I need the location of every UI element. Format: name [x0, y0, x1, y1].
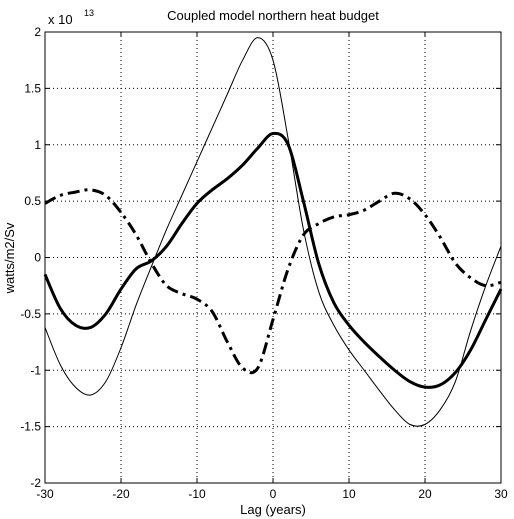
chart-title: Coupled model northern heat budget: [167, 8, 379, 23]
y-exponent: 13: [84, 8, 94, 18]
x-axis-label: Lag (years): [240, 502, 306, 517]
x-tick-label: -10: [188, 487, 206, 501]
x-tick-label: 20: [418, 487, 432, 501]
y-tick-label: -1.5: [20, 420, 41, 434]
grid-lines: [45, 32, 501, 483]
x-tick-label: -30: [36, 487, 54, 501]
x-tick-label: -20: [112, 487, 130, 501]
y-tick-label: 2: [34, 25, 41, 39]
y-tick-label: -1: [30, 363, 41, 377]
y-tick-label: 1.5: [24, 81, 41, 95]
x-tick-labels: -30 -20 -10 0 10 20 30: [36, 487, 508, 501]
series-group: [43, 37, 503, 427]
y-tick-label: 0.5: [24, 194, 41, 208]
series-line-thick-dashdot: [44, 188, 502, 375]
y-tick-label: 1: [34, 138, 41, 152]
y-tick-labels: -2 -1.5 -1 -0.5 0 0.5 1 1.5 2: [20, 25, 41, 490]
series-line-thick-solid: [43, 131, 503, 389]
y-tick-label: 0: [34, 251, 41, 265]
y-axis-label: watts/m2/Sv: [2, 222, 17, 294]
y-exponent-prefix: x 10: [48, 12, 73, 27]
x-tick-label: 0: [270, 487, 277, 501]
tick-marks: [44, 31, 502, 484]
x-tick-label: 10: [342, 487, 356, 501]
x-tick-label: 30: [494, 487, 508, 501]
y-tick-label: -0.5: [20, 307, 41, 321]
y-tick-label: -2: [30, 476, 41, 490]
series-line-thin-solid: [44, 37, 502, 427]
